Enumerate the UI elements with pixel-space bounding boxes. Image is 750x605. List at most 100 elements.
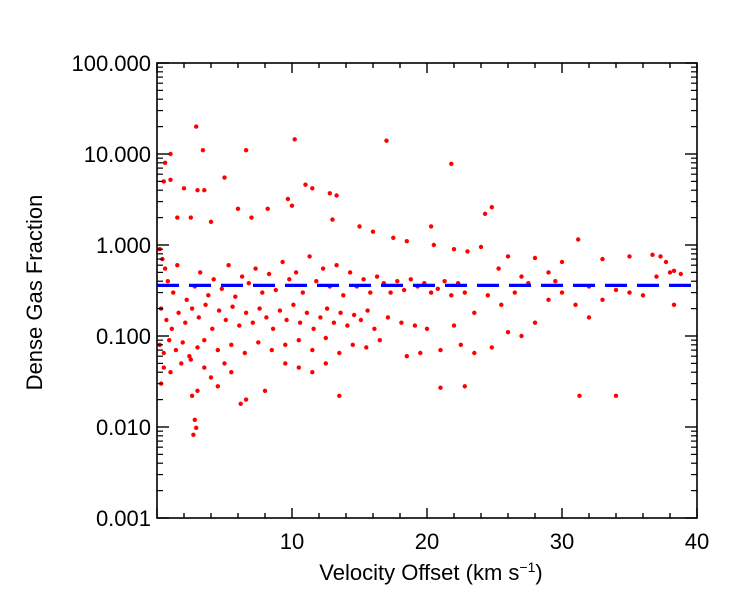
data-point	[577, 393, 582, 398]
data-point	[327, 191, 332, 196]
data-point	[195, 388, 200, 393]
data-point	[532, 320, 538, 325]
data-point	[168, 177, 173, 182]
x-tick-label: 20	[415, 529, 439, 554]
data-point	[188, 357, 193, 362]
data-point	[330, 217, 335, 222]
data-point	[246, 281, 251, 286]
data-point	[250, 320, 255, 325]
data-point	[465, 249, 470, 254]
data-point	[347, 270, 353, 275]
data-points-layer	[157, 124, 683, 437]
data-point	[324, 306, 330, 311]
data-point	[559, 259, 565, 265]
data-point	[451, 247, 457, 252]
data-point	[235, 206, 241, 211]
data-point	[265, 206, 270, 211]
data-point	[408, 277, 413, 282]
data-point	[203, 302, 208, 307]
data-point	[318, 315, 323, 320]
data-point	[229, 342, 234, 347]
data-point	[600, 297, 605, 302]
data-point	[438, 347, 443, 353]
data-point	[671, 302, 677, 307]
x-tick-label: 10	[280, 529, 304, 554]
data-point	[260, 290, 265, 295]
data-point	[546, 270, 551, 275]
data-point	[198, 270, 203, 275]
data-point	[374, 274, 380, 279]
data-point	[188, 215, 193, 220]
data-point	[219, 286, 224, 291]
data-point	[243, 148, 249, 153]
data-point	[519, 333, 524, 339]
y-tick-label: 0.010	[96, 415, 151, 440]
data-point	[180, 340, 185, 345]
data-point	[196, 315, 201, 320]
tick-labels-layer: 10 20 30 40 0.001 0.010 0.100 1.000 10.000 100.00…	[71, 51, 709, 554]
data-point	[253, 266, 258, 271]
data-point	[183, 320, 188, 325]
data-point	[257, 306, 262, 311]
data-point	[663, 259, 669, 265]
data-point	[289, 203, 295, 208]
data-point	[191, 432, 196, 437]
data-point	[310, 186, 315, 191]
data-point	[284, 317, 289, 323]
data-point	[351, 312, 357, 318]
data-point	[179, 361, 184, 366]
data-point	[222, 361, 227, 366]
data-point	[384, 138, 389, 143]
data-point	[370, 229, 376, 234]
data-point	[208, 375, 214, 380]
data-point	[358, 317, 364, 323]
data-point	[168, 370, 173, 375]
data-point	[505, 254, 511, 259]
data-point	[202, 188, 207, 193]
data-point	[600, 256, 605, 262]
y-tick-label: 0.001	[96, 506, 151, 531]
data-point	[678, 271, 683, 277]
data-point	[512, 290, 517, 295]
x-axis-label-superscript: −1	[519, 559, 535, 575]
data-point	[640, 293, 646, 298]
data-point	[388, 290, 393, 295]
data-point	[331, 320, 337, 325]
data-point	[323, 335, 328, 341]
data-point	[194, 425, 199, 430]
data-point	[238, 401, 243, 406]
data-point	[262, 388, 268, 393]
data-point	[553, 279, 558, 284]
y-tick-label: 100.000	[71, 51, 151, 76]
data-point	[195, 188, 200, 193]
data-point	[573, 302, 578, 307]
data-point	[478, 244, 484, 250]
data-point	[200, 148, 206, 153]
data-point	[505, 330, 511, 335]
data-point	[361, 277, 366, 282]
data-point	[391, 235, 396, 240]
data-point	[215, 347, 220, 353]
data-point	[418, 350, 423, 356]
data-point	[210, 326, 215, 331]
x-tick-label: 30	[550, 529, 574, 554]
data-point	[323, 361, 328, 366]
data-point	[385, 315, 391, 320]
data-point	[424, 326, 430, 331]
x-axis-label-text: Velocity Offset (km s	[319, 560, 519, 585]
data-point	[161, 365, 166, 370]
data-point	[482, 211, 488, 216]
data-point	[293, 270, 299, 275]
data-point	[285, 196, 291, 202]
data-point	[401, 287, 407, 293]
data-point	[428, 290, 434, 295]
data-point	[627, 254, 632, 259]
data-point	[277, 308, 283, 313]
y-tick-label: 10.000	[84, 142, 151, 167]
data-point	[181, 186, 187, 191]
data-point	[438, 385, 443, 390]
data-point	[264, 315, 269, 320]
data-point	[202, 365, 207, 370]
data-point	[169, 326, 174, 331]
data-point	[458, 342, 463, 347]
